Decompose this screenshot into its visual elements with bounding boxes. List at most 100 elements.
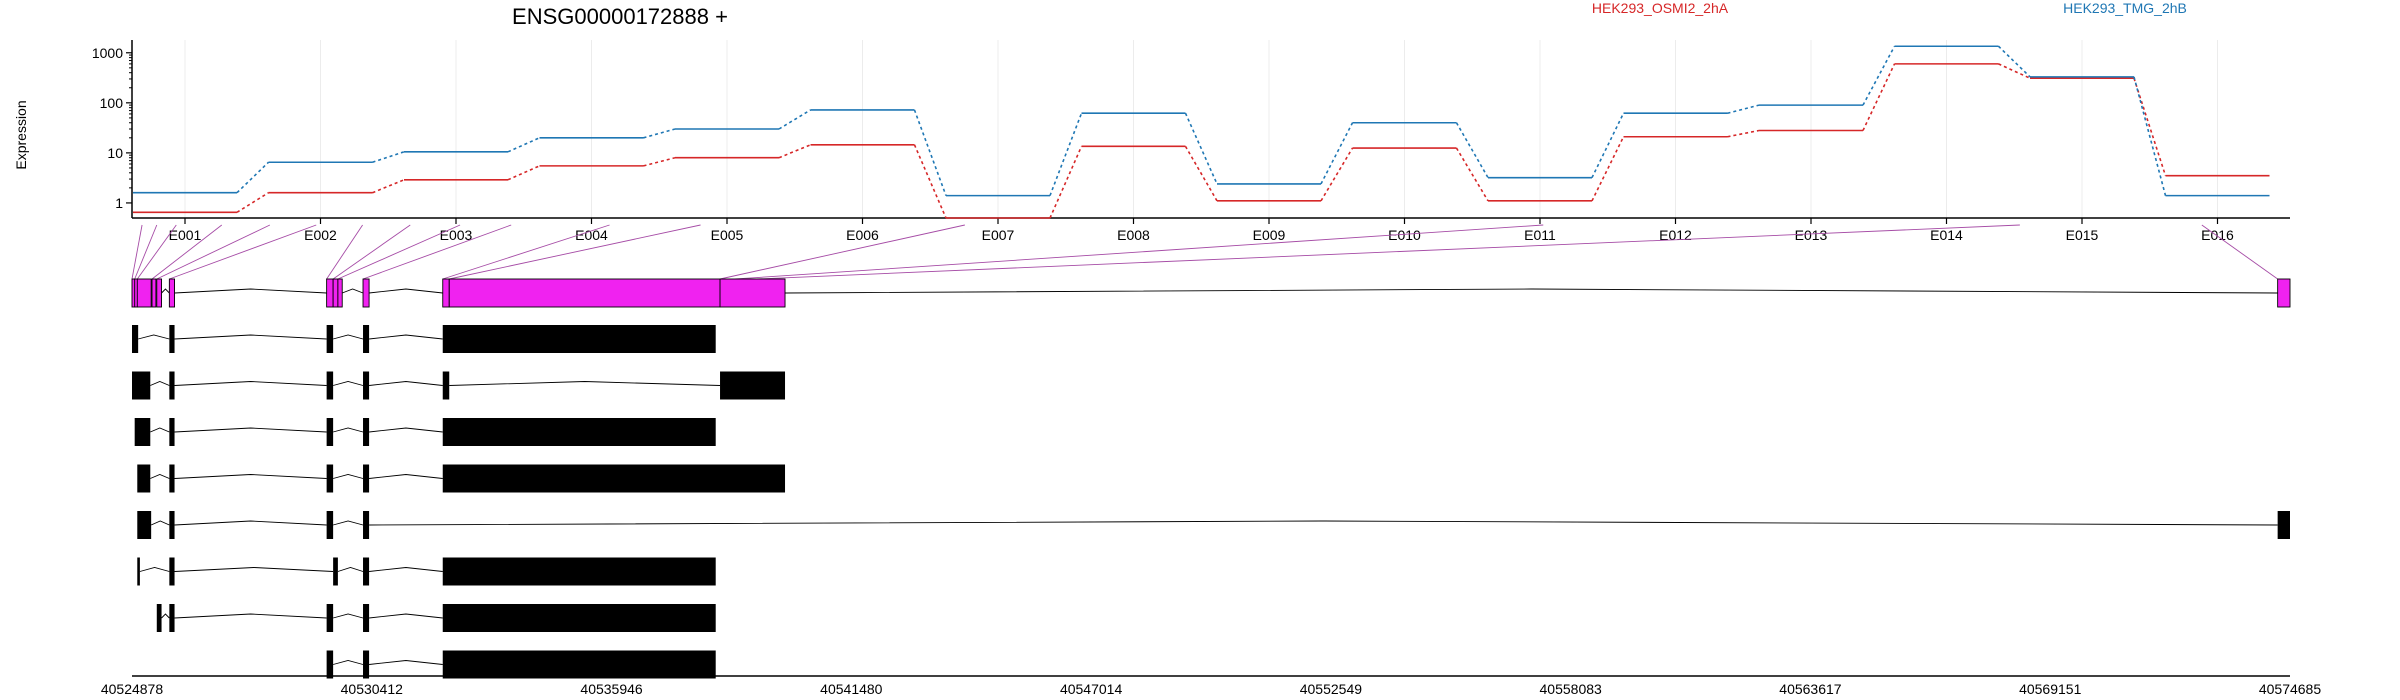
transcript-exon [169, 511, 174, 539]
series-1-connector [237, 162, 269, 192]
transcript-intron [338, 568, 363, 572]
transcript-exon [443, 604, 716, 632]
chart-title: ENSG00000172888 + [512, 4, 728, 29]
genomic-tick-label: 40524878 [101, 681, 164, 697]
gene-model-intron [175, 289, 327, 293]
y-tick-label: 1000 [92, 45, 123, 61]
transcript-intron [151, 521, 169, 525]
x-tick-label: E007 [982, 227, 1015, 243]
genomic-tick-label: 40541480 [820, 681, 883, 697]
series-1-connector [779, 110, 811, 129]
series-0-connector [1999, 64, 2031, 78]
transcript-exon [157, 604, 162, 632]
x-tick-label: E008 [1117, 227, 1150, 243]
gene-model [132, 279, 2290, 307]
series-0-connector [1863, 64, 1895, 131]
transcript-intron [150, 475, 169, 479]
transcript-intron [175, 614, 327, 618]
transcript-exon [443, 372, 449, 400]
series-lines [133, 46, 2270, 218]
gene-model-exon [157, 279, 162, 307]
series-1-connector [2134, 77, 2166, 196]
transcript-intron [333, 335, 363, 339]
transcript-exon [363, 325, 369, 353]
transcript-exon [443, 325, 716, 353]
transcript-exon [443, 558, 716, 586]
genomic-tick-label: 40574685 [2259, 681, 2322, 697]
x-tick-label: E015 [2066, 227, 2099, 243]
exon-link-line [2202, 225, 2278, 279]
exon-link-line [135, 225, 157, 279]
gene-model-exon [2278, 279, 2290, 307]
x-tick-label: E016 [2201, 227, 2234, 243]
series-1-connector [1457, 123, 1489, 178]
transcript-exon [443, 418, 716, 446]
transcript-intron [369, 521, 2278, 525]
series-0-connector [644, 158, 676, 166]
transcript-exon [169, 418, 174, 446]
x-tick-label: E005 [711, 227, 744, 243]
series-0-connector [915, 145, 947, 218]
exon-link-line [132, 225, 142, 279]
transcript-exon [137, 465, 150, 493]
axes: 1 10 100 1000 E001 E002 E003 E004 E005 E006 E007 E0… [92, 40, 2290, 243]
legend-entry-osmi2: HEK293_OSMI2_2hA [1592, 0, 1729, 16]
series-0-connector [237, 193, 269, 213]
y-tick-label: 1 [115, 195, 123, 211]
transcript-intron [333, 382, 363, 386]
transcript-intron [175, 568, 334, 572]
transcript-intron [369, 614, 443, 618]
transcript-intron [333, 661, 363, 665]
transcript-exon [2278, 511, 2290, 539]
transcript-intron [333, 428, 363, 432]
transcript-intron [175, 382, 327, 386]
transcript-intron [175, 475, 327, 479]
series-1-connector [373, 152, 405, 162]
series-1-connector [508, 138, 540, 152]
gene-model-exon [363, 279, 369, 307]
series-0-connector [1457, 148, 1489, 201]
transcript-exon [327, 465, 333, 493]
transcript-exon [327, 511, 333, 539]
transcript-intron [333, 614, 363, 618]
gene-model-exon [137, 279, 151, 307]
series-1-connector [915, 110, 947, 196]
series-0-connector [1728, 130, 1760, 136]
transcripts [132, 325, 2290, 679]
genomic-tick-label: 40535946 [580, 681, 643, 697]
transcript-exon [137, 511, 151, 539]
genomic-tick-label: 40552549 [1300, 681, 1363, 697]
transcript-exon [327, 651, 333, 679]
transcript-exon [169, 558, 174, 586]
transcript-intron [150, 382, 169, 386]
transcript-exon [327, 325, 333, 353]
transcript-intron [138, 335, 169, 339]
genomic-tick-label: 40547014 [1060, 681, 1123, 697]
gene-model-exon [720, 279, 785, 307]
gene-model-exon [152, 279, 156, 307]
transcript-exon [363, 465, 369, 493]
transcript-exon [363, 558, 369, 586]
transcript-exon [363, 604, 369, 632]
transcript-intron [369, 568, 443, 572]
transcript-exon [327, 604, 333, 632]
gene-model-exon [333, 279, 338, 307]
transcript-intron [369, 382, 443, 386]
transcript-exon [137, 558, 140, 586]
transcript-exon [169, 604, 174, 632]
exon-link-line [137, 225, 176, 279]
series-0-connector [373, 180, 405, 193]
y-tick-label: 10 [107, 145, 123, 161]
transcript-exon [363, 651, 369, 679]
transcript-exon [327, 372, 333, 400]
series-1-connector [1728, 105, 1760, 113]
genomic-tick-label: 40558083 [1540, 681, 1603, 697]
x-tick-label: E009 [1253, 227, 1286, 243]
transcript-intron [369, 335, 443, 339]
transcript-exon [132, 325, 138, 353]
transcript-intron [162, 614, 170, 618]
transcript-intron [369, 661, 443, 665]
series-1-connector [644, 129, 676, 138]
gene-model-exon [169, 279, 174, 307]
